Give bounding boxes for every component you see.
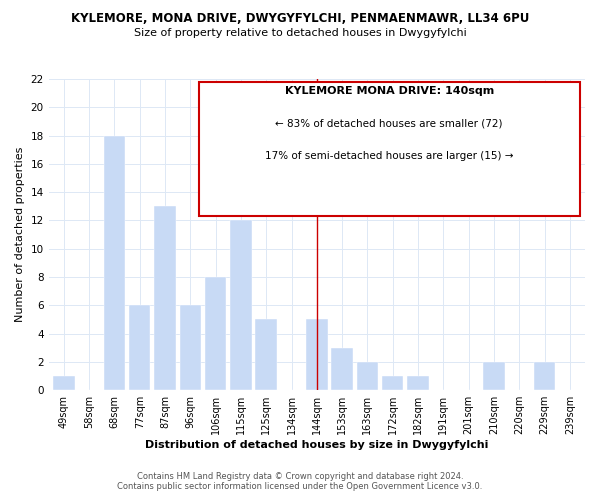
Bar (382, 376, 403, 390)
Bar (356, 362, 378, 390)
Bar (53, 376, 74, 390)
Bar (179, 306, 201, 390)
Bar (129, 306, 151, 390)
Bar (205, 277, 226, 390)
Bar (230, 220, 251, 390)
Bar (331, 348, 353, 390)
Bar (104, 136, 125, 390)
Bar (483, 362, 505, 390)
Bar (154, 206, 176, 390)
Text: KYLEMORE MONA DRIVE: 140sqm: KYLEMORE MONA DRIVE: 140sqm (284, 86, 494, 96)
Text: ← 83% of detached houses are smaller (72): ← 83% of detached houses are smaller (72… (275, 118, 503, 128)
Text: Size of property relative to detached houses in Dwygyfylchi: Size of property relative to detached ho… (134, 28, 466, 38)
Text: Contains public sector information licensed under the Open Government Licence v3: Contains public sector information licen… (118, 482, 482, 491)
Bar (256, 320, 277, 390)
Text: Contains HM Land Registry data © Crown copyright and database right 2024.: Contains HM Land Registry data © Crown c… (137, 472, 463, 481)
Bar (534, 362, 555, 390)
X-axis label: Distribution of detached houses by size in Dwygyfylchi: Distribution of detached houses by size … (145, 440, 488, 450)
Bar (306, 320, 328, 390)
Text: KYLEMORE, MONA DRIVE, DWYGYFYLCHI, PENMAENMAWR, LL34 6PU: KYLEMORE, MONA DRIVE, DWYGYFYLCHI, PENMA… (71, 12, 529, 26)
Y-axis label: Number of detached properties: Number of detached properties (15, 147, 25, 322)
Bar (407, 376, 429, 390)
Text: 17% of semi-detached houses are larger (15) →: 17% of semi-detached houses are larger (… (265, 151, 514, 161)
